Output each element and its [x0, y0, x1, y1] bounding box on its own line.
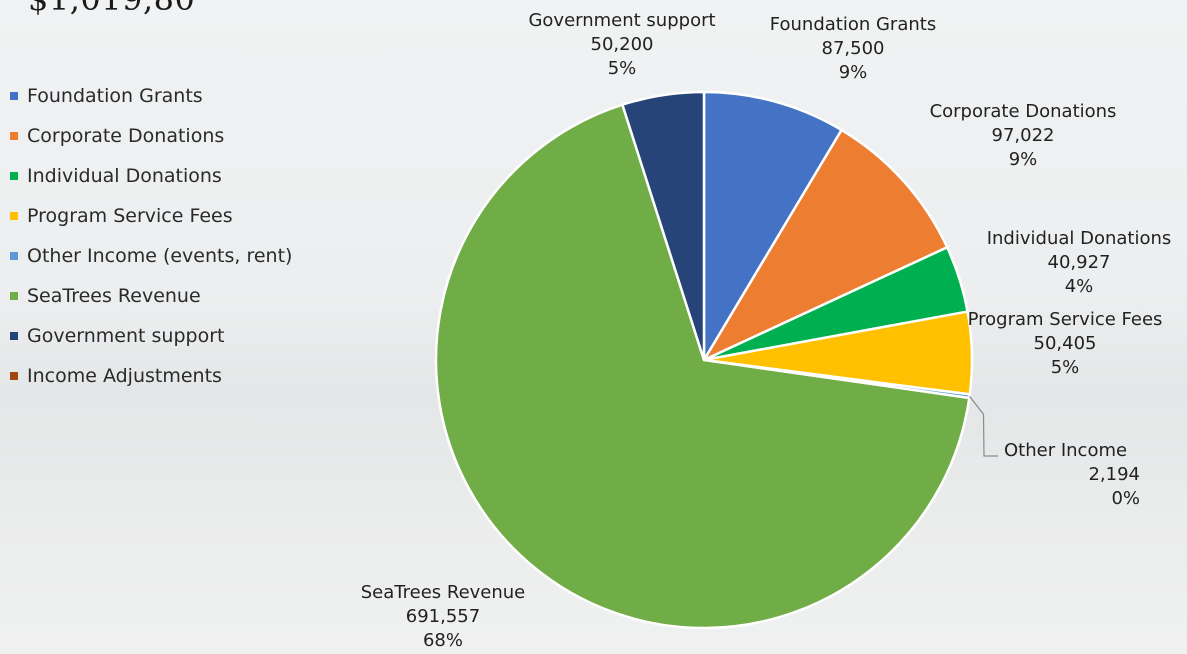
- legend-swatch: [10, 172, 18, 180]
- leader-line-other-income: [969, 395, 998, 457]
- legend-label: Other Income (events, rent): [27, 245, 293, 267]
- data-label-foundation-grants: Foundation Grants 87,500 9%: [770, 14, 936, 83]
- leader-lines: [969, 395, 998, 457]
- label-percent: 5%: [608, 58, 637, 79]
- legend-label: Program Service Fees: [27, 205, 233, 227]
- legend-swatch: [10, 212, 18, 220]
- pie-slice-seatrees-revenue: [434, 103, 971, 630]
- total-amount: $1,019,80: [28, 0, 195, 18]
- label-value: 50,405: [1034, 333, 1097, 354]
- legend: Foundation Grants Corporate Donations In…: [10, 76, 292, 396]
- legend-label: Foundation Grants: [27, 85, 203, 107]
- label-percent: 9%: [1009, 149, 1038, 170]
- label-category: Individual Donations: [987, 228, 1172, 249]
- label-value: 691,557: [406, 606, 480, 627]
- label-percent: 4%: [1065, 276, 1094, 297]
- legend-label: Government support: [27, 325, 225, 347]
- legend-item-seatrees-revenue: SeaTrees Revenue: [10, 276, 292, 316]
- pie-slice-government-support: [621, 90, 706, 362]
- label-percent: 0%: [1111, 488, 1140, 509]
- data-label-seatrees-revenue: SeaTrees Revenue 691,557 68%: [361, 582, 526, 651]
- legend-swatch: [10, 292, 18, 300]
- data-label-program-service-fees: Program Service Fees 50,405 5%: [968, 309, 1163, 378]
- legend-swatch: [10, 92, 18, 100]
- legend-label: Corporate Donations: [27, 125, 225, 147]
- pie-slice-foundation-grants: [702, 90, 843, 362]
- legend-label: Individual Donations: [27, 165, 222, 187]
- label-value: 2,194: [1088, 464, 1140, 485]
- label-percent: 68%: [423, 630, 463, 651]
- data-label-corporate-donations: Corporate Donations 97,022 9%: [930, 101, 1117, 170]
- label-category: Other Income: [1004, 440, 1127, 461]
- label-value: 50,200: [591, 34, 654, 55]
- legend-swatch: [10, 372, 18, 380]
- label-value: 40,927: [1048, 252, 1111, 273]
- data-label-government-support: Government support 50,200 5%: [528, 10, 715, 79]
- label-category: Corporate Donations: [930, 101, 1117, 122]
- legend-item-corporate-donations: Corporate Donations: [10, 116, 292, 156]
- label-category: Government support: [528, 10, 715, 31]
- data-label-individual-donations: Individual Donations 40,927 4%: [987, 228, 1172, 297]
- label-percent: 9%: [839, 62, 868, 83]
- label-value: 97,022: [992, 125, 1055, 146]
- legend-item-individual-donations: Individual Donations: [10, 156, 292, 196]
- legend-item-program-service-fees: Program Service Fees: [10, 196, 292, 236]
- label-category: SeaTrees Revenue: [361, 582, 526, 603]
- legend-item-government-support: Government support: [10, 316, 292, 356]
- label-category: Foundation Grants: [770, 14, 936, 35]
- label-percent: 5%: [1051, 357, 1080, 378]
- legend-item-income-adjustments: Income Adjustments: [10, 356, 292, 396]
- legend-item-other-income: Other Income (events, rent): [10, 236, 292, 276]
- pie-slice-corporate-donations: [702, 128, 949, 362]
- label-category: Program Service Fees: [968, 309, 1163, 330]
- legend-swatch: [10, 132, 18, 140]
- legend-label: Income Adjustments: [27, 365, 222, 387]
- legend-label: SeaTrees Revenue: [27, 285, 201, 307]
- legend-item-foundation-grants: Foundation Grants: [10, 76, 292, 116]
- data-label-other-income: Other Income 2,194 0%: [1004, 440, 1140, 509]
- label-value: 87,500: [822, 38, 885, 59]
- legend-swatch: [10, 252, 18, 260]
- pie-slices: [434, 90, 974, 630]
- legend-swatch: [10, 332, 18, 340]
